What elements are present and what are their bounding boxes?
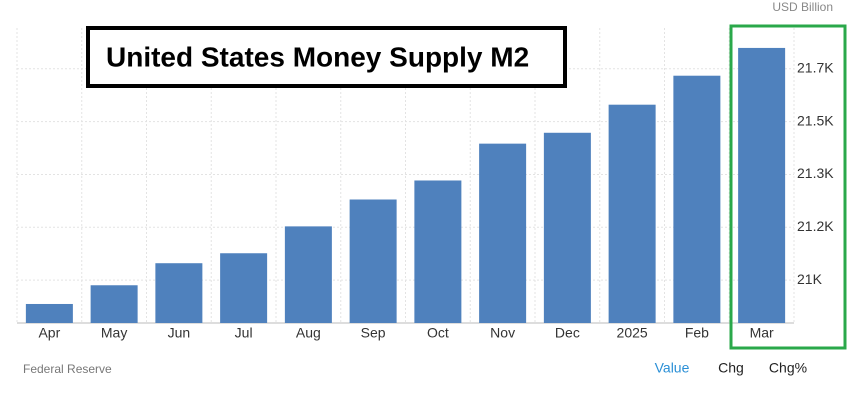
x-tick-label: Sep xyxy=(361,325,386,341)
tab[interactable]: Value xyxy=(655,360,690,376)
bar xyxy=(608,104,656,323)
bar xyxy=(155,263,203,323)
y-tick-label: 21.7K xyxy=(797,59,834,75)
x-tick-label: Apr xyxy=(38,325,60,341)
x-tick-label: Oct xyxy=(427,325,449,341)
tab[interactable]: Chg% xyxy=(769,360,807,376)
x-tick-label: Dec xyxy=(555,325,580,341)
x-tick-label: May xyxy=(101,325,127,341)
title-box xyxy=(86,26,567,88)
bar xyxy=(90,285,138,323)
bar xyxy=(479,143,527,323)
x-tick-label: Jul xyxy=(235,325,253,341)
bar xyxy=(673,75,721,323)
unit-label: USD Billion xyxy=(772,0,833,14)
bar xyxy=(284,226,332,323)
x-tick-label: Aug xyxy=(296,325,321,341)
tab[interactable]: Chg xyxy=(718,360,744,376)
x-tick-label: Feb xyxy=(685,325,709,341)
source: Federal Reserve xyxy=(23,362,112,376)
bar xyxy=(25,303,73,323)
y-tick-label: 21.3K xyxy=(797,165,834,181)
bar xyxy=(738,47,786,324)
bar xyxy=(349,199,397,323)
plot: 21K 21.2K 21.3K 21.5K 21.7K Apr May Jun Jul Aug Se… xyxy=(16,28,834,341)
bar xyxy=(543,132,591,323)
x-tick-label: Jun xyxy=(168,325,191,341)
x-tick-label: Mar xyxy=(750,325,774,341)
highlight-box xyxy=(729,24,847,350)
y-tick-label: 21.5K xyxy=(797,112,834,128)
x-tick-label: 2025 xyxy=(617,325,648,341)
x-tick-label: Nov xyxy=(490,325,515,341)
bar xyxy=(220,253,268,323)
bar xyxy=(414,180,462,323)
y-tick-label: 21K xyxy=(797,271,823,287)
chart-title: United States Money Supply M2 xyxy=(106,41,529,72)
y-tick-label: 21.2K xyxy=(797,218,834,234)
